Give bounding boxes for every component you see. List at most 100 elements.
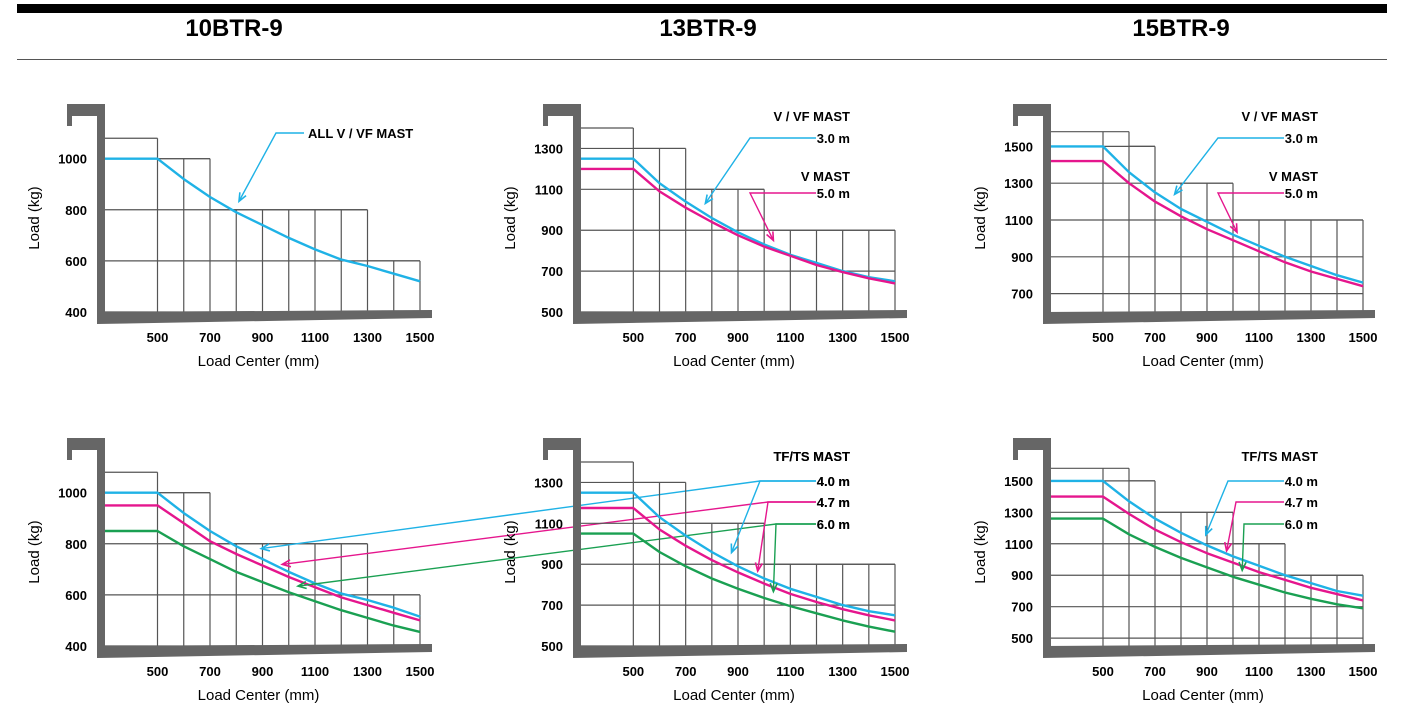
- leader-arrowhead: [280, 559, 292, 568]
- x-axis-label: Load Center (mm): [673, 687, 795, 704]
- x-tick-label: 900: [252, 664, 274, 679]
- fork-frame: [1043, 310, 1375, 324]
- x-tick-label: 700: [199, 330, 221, 345]
- fork-frame: [573, 644, 907, 658]
- chart-panel: 500 700 900 1100 1300 1500 400 600 800 1000 Load C…: [26, 104, 434, 370]
- leader-arrowhead: [1173, 185, 1183, 196]
- leader-arrowhead: [1223, 541, 1233, 553]
- y-tick-label: 1100: [1005, 537, 1033, 552]
- x-tick-label: 700: [199, 664, 221, 679]
- leader-line: [704, 137, 816, 204]
- mast-frame: [543, 438, 581, 450]
- series-line: [1051, 145, 1364, 284]
- mast-frame: [1013, 438, 1018, 460]
- x-tick-label: 900: [1196, 330, 1218, 345]
- mast-frame: [97, 104, 105, 318]
- x-tick-label: 1100: [301, 330, 329, 345]
- leader-line: [261, 480, 816, 550]
- x-tick-label: 1300: [828, 330, 857, 345]
- x-tick-label: 1300: [1297, 664, 1326, 679]
- x-tick-label: 1100: [776, 330, 804, 345]
- x-tick-label: 1300: [353, 664, 382, 679]
- leader-arrowhead: [1238, 561, 1247, 573]
- model-title-10btr9: 10BTR-9: [185, 15, 283, 42]
- y-tick-label: 700: [541, 264, 563, 279]
- mast-heading: TF/TS MAST: [1241, 449, 1318, 464]
- leader-arrowhead: [259, 543, 271, 552]
- y-tick-label: 1300: [1004, 505, 1033, 520]
- y-tick-label: 900: [541, 557, 563, 572]
- y-tick-label: 700: [1011, 287, 1033, 302]
- series-line: [581, 532, 896, 633]
- chart-panel: 500 700 900 1100 1300 1500 500 700 900 1100 1300 Lo…: [502, 438, 909, 704]
- mast-frame: [1043, 104, 1051, 318]
- x-tick-label: 1100: [1245, 330, 1273, 345]
- x-tick-label: 1300: [353, 330, 382, 345]
- leader-line: [1216, 192, 1284, 233]
- series-label: 4.0 m: [1285, 474, 1318, 489]
- series-line: [105, 504, 421, 622]
- series-label: 4.7 m: [817, 495, 850, 510]
- leader-line: [748, 192, 816, 241]
- chart-panel: 500 700 900 1100 1300 1500 700 900 1100 1300 1500 L…: [972, 104, 1377, 370]
- capacity-grid: [581, 461, 896, 652]
- y-tick-label: 700: [1011, 600, 1033, 615]
- y-tick-label: 1100: [1005, 213, 1033, 228]
- y-axis-label: Load (kg): [502, 186, 519, 249]
- series-label: 4.7 m: [817, 495, 850, 510]
- x-tick-label: 1500: [881, 664, 910, 679]
- series-label: 5.0 m: [817, 186, 850, 201]
- x-tick-label: 500: [622, 664, 644, 679]
- y-tick-label: 900: [1011, 250, 1033, 265]
- fork-frame: [573, 310, 907, 324]
- y-tick-label: 1000: [58, 152, 87, 167]
- mast-heading: V MAST: [801, 169, 850, 184]
- y-tick-label: 500: [1011, 631, 1033, 646]
- mast-heading: V / VF MAST: [1241, 109, 1318, 124]
- leader-line: [1174, 137, 1284, 195]
- y-tick-label: 400: [65, 305, 87, 320]
- series-label: 4.0 m: [817, 474, 850, 489]
- leader-arrowhead: [238, 192, 247, 204]
- model-title-13btr9: 13BTR-9: [659, 15, 757, 42]
- series-line: [1051, 479, 1364, 597]
- fork-frame: [97, 310, 432, 324]
- y-axis-label: Load (kg): [972, 520, 989, 583]
- mast-frame: [67, 438, 105, 450]
- mast-frame: [67, 438, 72, 460]
- y-tick-label: 1100: [535, 182, 563, 197]
- mast-heading: V / VF MAST: [773, 109, 850, 124]
- y-tick-label: 600: [65, 588, 87, 603]
- y-tick-label: 600: [65, 254, 87, 269]
- x-tick-label: 700: [675, 330, 697, 345]
- series-label: 6.0 m: [1285, 517, 1318, 532]
- fork-frame: [97, 644, 432, 658]
- y-tick-label: 800: [65, 203, 87, 218]
- leader-line: [1241, 523, 1284, 571]
- y-axis-label: Load (kg): [972, 186, 989, 249]
- leader-arrowhead: [295, 580, 307, 590]
- series-line: [105, 529, 421, 634]
- series-line: [581, 491, 896, 617]
- x-axis-label: Load Center (mm): [1142, 687, 1264, 704]
- leader-line: [238, 132, 304, 202]
- x-axis-label: Load Center (mm): [1142, 353, 1264, 370]
- y-axis-label: Load (kg): [26, 520, 43, 583]
- x-tick-label: 1500: [406, 330, 435, 345]
- model-title-15btr9: 15BTR-9: [1132, 15, 1230, 42]
- series-line: [581, 167, 896, 285]
- series-label: 5.0 m: [1285, 186, 1318, 201]
- mast-frame: [67, 104, 72, 126]
- mast-heading: TF/TS MAST: [773, 449, 850, 464]
- series-line: [1051, 495, 1364, 602]
- x-tick-label: 500: [147, 664, 169, 679]
- mast-frame: [543, 438, 548, 460]
- x-tick-label: 900: [727, 664, 749, 679]
- y-tick-label: 1100: [535, 516, 563, 531]
- series-line: [581, 506, 896, 622]
- x-tick-label: 900: [252, 330, 274, 345]
- leader-line: [757, 501, 816, 572]
- mast-heading: TF/TS MAST: [773, 449, 850, 464]
- y-tick-label: 900: [541, 223, 563, 238]
